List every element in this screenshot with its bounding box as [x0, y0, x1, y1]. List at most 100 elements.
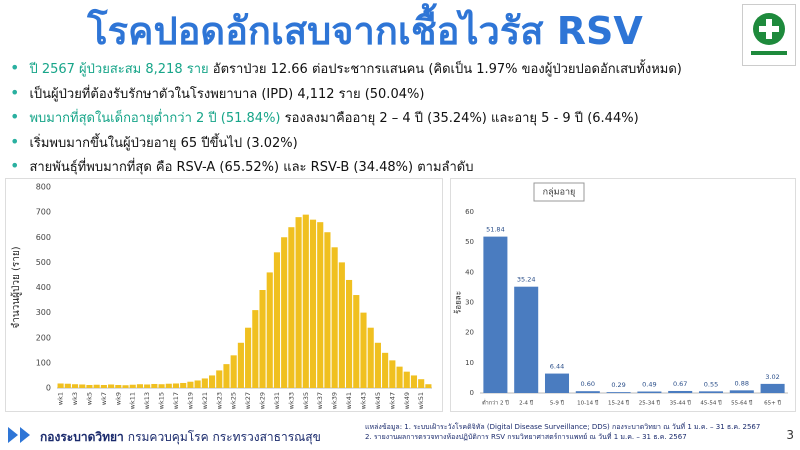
footer-icon — [8, 427, 30, 443]
bar — [698, 391, 724, 393]
bar — [122, 385, 129, 388]
bar — [606, 392, 631, 393]
y-tick-label: 30 — [465, 299, 474, 307]
y-tick-label: 500 — [36, 258, 51, 267]
bar — [165, 383, 172, 388]
y-axis-label: ร้อยละ — [454, 291, 463, 314]
bar — [425, 384, 432, 388]
y-tick-label: 20 — [465, 329, 474, 337]
bar — [418, 379, 425, 388]
chart-title-box — [533, 182, 585, 202]
bar — [108, 384, 115, 388]
footer-org: กองระบาดวิทยา — [40, 430, 124, 444]
bar — [410, 375, 418, 388]
bullet: เริ่มพบมากขึ้นในผู้ป่วยอายุ 65 ปีขึ้นไป … — [10, 130, 682, 155]
x-tick-label: wk13 — [143, 392, 151, 409]
source-line: 2. รายงานผลการตรวจทางห้องปฏิบัติการ RSV … — [365, 433, 687, 441]
x-tick-label: 35-44 ปี — [670, 400, 692, 407]
y-tick-label: 600 — [36, 233, 51, 242]
value-label: 51.84 — [486, 226, 505, 234]
x-tick-label: 25-34 ปี — [639, 400, 661, 407]
x-tick-label: wk35 — [302, 392, 310, 409]
bar — [389, 360, 396, 388]
bar — [668, 390, 693, 393]
value-label: 35.24 — [517, 276, 536, 284]
x-tick-label: wk25 — [230, 392, 238, 409]
x-tick-label: wk31 — [273, 392, 281, 409]
x-tick-label: wk39 — [331, 392, 339, 409]
x-tick-label: wk33 — [287, 392, 295, 409]
bar — [216, 370, 223, 388]
bar — [403, 371, 410, 388]
bar — [252, 310, 259, 388]
x-tick-label: wk9 — [114, 392, 122, 405]
y-tick-label: 0 — [46, 384, 51, 393]
value-label: 3.02 — [765, 373, 779, 381]
bar — [544, 373, 570, 393]
x-tick-label: wk49 — [403, 392, 411, 409]
x-tick-label: 65+ ปี — [764, 400, 781, 407]
y-tick-label: 0 — [470, 389, 474, 397]
bar — [382, 352, 389, 388]
value-label: 0.55 — [704, 380, 718, 388]
y-tick-label: 10 — [465, 359, 474, 367]
bar — [57, 383, 64, 388]
bar — [194, 380, 201, 388]
bar — [93, 384, 100, 388]
bar — [367, 327, 374, 388]
bar — [338, 262, 345, 388]
x-tick-label: wk37 — [316, 392, 324, 409]
bar — [259, 290, 266, 388]
bullet: สายพันธุ์ที่พบมากที่สุด คือ RSV-A (65.52… — [10, 154, 682, 179]
x-tick-label: 2-4 ปี — [519, 400, 534, 407]
y-axis-label: จำนวนผู้ป่วย (ราย) — [10, 246, 22, 328]
y-tick-label: 40 — [465, 268, 474, 276]
bullet: ปี 2567 ผู้ป่วยสะสม 8,218 ราย อัตราป่วย … — [10, 56, 681, 81]
x-tick-label: 10-14 ปี — [577, 400, 599, 407]
x-tick-label: wk29 — [259, 392, 267, 409]
x-tick-label: ต่ำกว่า 2 ปี — [482, 399, 509, 407]
x-tick-label: 15-24 ปี — [608, 400, 630, 407]
x-tick-label: 55-64 ปี — [731, 400, 753, 407]
x-tick-label: wk19 — [186, 392, 194, 409]
bar — [245, 327, 252, 388]
x-tick-label: wk21 — [201, 392, 209, 409]
y-tick-label: 400 — [36, 283, 51, 292]
page-number: 3 — [786, 428, 794, 442]
bar — [79, 384, 86, 388]
y-tick-label: 60 — [465, 208, 474, 216]
bar — [151, 383, 158, 388]
bar — [346, 279, 353, 388]
bullet-text: เริ่มพบมากขึ้นในผู้ป่วยอายุ 65 ปีขึ้นไป … — [29, 135, 298, 151]
x-tick-label: wk7 — [100, 392, 108, 405]
bar — [324, 232, 331, 388]
logo-icon — [751, 13, 787, 55]
bullet-text: พบมากที่สุดในเด็กอายุต่ำกว่า 2 ปี (51.84… — [29, 111, 281, 126]
x-tick-label: wk51 — [417, 392, 425, 409]
bar — [760, 383, 785, 393]
footer-dept: กรมควบคุมโรค กระทรวงสาธารณสุข — [127, 430, 321, 444]
bar — [71, 384, 79, 388]
value-label: 0.29 — [611, 381, 625, 389]
bar — [86, 384, 93, 388]
x-tick-label: wk5 — [85, 392, 93, 405]
bar — [575, 391, 600, 393]
bar — [187, 381, 194, 388]
y-tick-label: 200 — [36, 333, 51, 342]
bar — [295, 217, 302, 388]
x-tick-label: 45-54 ปี — [700, 400, 722, 407]
x-tick-label: wk41 — [345, 392, 353, 409]
x-tick-label: wk15 — [158, 392, 166, 409]
bar — [266, 272, 273, 388]
x-tick-label: wk3 — [71, 392, 79, 405]
bar — [64, 383, 71, 388]
y-tick-label: 50 — [465, 238, 474, 246]
bar — [353, 295, 360, 388]
value-label: 0.60 — [581, 380, 595, 388]
bar — [331, 247, 338, 388]
bullet-text: เป็นผู้ป่วยที่ต้องรับรักษาตัวในโรงพยาบาล… — [29, 86, 425, 102]
value-label: 0.49 — [642, 381, 656, 389]
bullet-text: ปี 2567 ผู้ป่วยสะสม 8,218 ราย — [29, 62, 209, 77]
